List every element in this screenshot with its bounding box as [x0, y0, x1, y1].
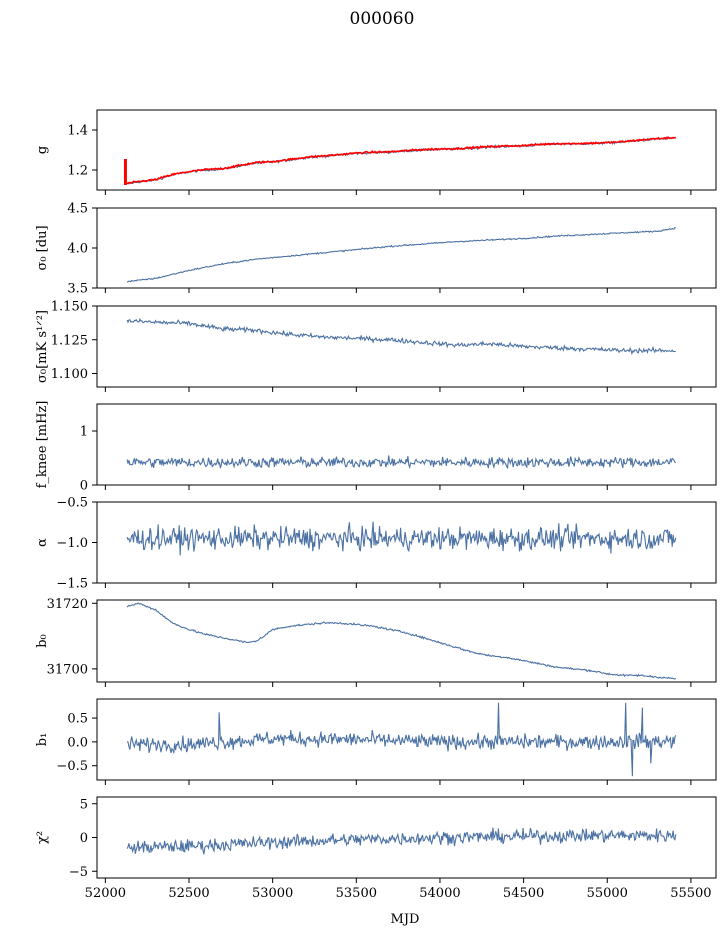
subplot-4: 0 1 f_knee [mHz]: [35, 401, 717, 494]
axes-frame: [96, 599, 717, 683]
subplot-7: −0.5 0.0 0.5 b₁: [35, 698, 717, 785]
series-line: [126, 455, 676, 470]
y-axis-label: b₀: [35, 634, 50, 648]
x-tick-label: 53500: [336, 886, 377, 901]
y-tick-label: −1.5: [56, 577, 88, 592]
y-tick-label: 0.5: [67, 712, 88, 727]
x-tick-label: 52500: [168, 886, 209, 901]
series-line: [125, 136, 676, 185]
y-tick-label: 0: [80, 479, 88, 494]
y-tick-label: 1: [80, 425, 88, 440]
subplot-8: −5 0 5 52000 52500 53000 53500 54000 54500 55000 5…: [35, 796, 717, 901]
y-tick-label: 1.100: [51, 367, 88, 382]
y-tick-label: −5: [69, 865, 88, 880]
axes-frame: [96, 109, 717, 191]
figure-title: 000060: [350, 9, 415, 29]
x-axis-label: MJD: [391, 912, 420, 927]
series-line: [126, 702, 677, 777]
x-tick-label: 54000: [419, 886, 460, 901]
y-tick-label: 0: [80, 831, 88, 846]
y-tick-label: −0.5: [56, 759, 88, 774]
x-tick-label: 55500: [670, 886, 711, 901]
subplot-1: 1.2 1.4 g: [35, 109, 717, 195]
axes-frame: [96, 698, 717, 781]
axes-frame: [96, 403, 717, 486]
subplot-6: 31700 31720 b₀: [35, 597, 717, 687]
y-axis-label: f_knee [mHz]: [35, 401, 50, 489]
subplot-5: −1.5 −1.0 −0.5 α: [35, 496, 717, 592]
y-tick-label: 31700: [47, 662, 88, 677]
y-tick-label: 1.4: [67, 124, 88, 139]
x-tick-label: 52000: [85, 886, 126, 901]
y-axis-label: χ²: [35, 831, 50, 844]
series-line: [126, 227, 676, 283]
series-line: [126, 317, 676, 356]
series-line: [126, 827, 677, 855]
x-tick-label: 53000: [252, 886, 293, 901]
y-tick-label: 5: [80, 797, 88, 812]
y-tick-label: 4.5: [67, 202, 88, 217]
y-tick-label: 1.150: [51, 300, 88, 315]
subplot-2: 3.5 4.0 4.5 σ₀ [du]: [35, 202, 717, 297]
x-tick-label: 54500: [503, 886, 544, 901]
y-tick-label: 3.5: [67, 282, 88, 297]
x-tick-label: 55000: [587, 886, 628, 901]
fit-line: [124, 136, 677, 185]
subplot-stack: 1.2 1.4 g 3.5 4.0 4.5 σ₀ [du] 1.100 1.125 1.150σ₀…: [35, 109, 717, 901]
axes-frame: [96, 796, 717, 879]
y-tick-label: −1.0: [56, 536, 88, 551]
y-tick-label: 1.2: [67, 164, 88, 179]
y-tick-label: 31720: [47, 597, 88, 612]
axes-frame: [96, 305, 717, 388]
y-axis-label: α: [35, 538, 50, 547]
series-line: [126, 521, 677, 556]
y-tick-label: 1.125: [51, 333, 88, 348]
y-axis-label: b₁: [35, 733, 50, 747]
y-axis-label: σ₀ [du]: [35, 225, 50, 270]
axes-frame: [96, 207, 717, 289]
series-line: [126, 602, 677, 680]
y-axis-label: g: [35, 146, 50, 154]
y-axis-label: σ₀[mK s¹ᐟ²]: [35, 310, 50, 383]
y-tick-label: 4.0: [67, 242, 88, 257]
y-tick-label: −0.5: [56, 496, 88, 511]
y-tick-label: 0.0: [67, 735, 88, 750]
